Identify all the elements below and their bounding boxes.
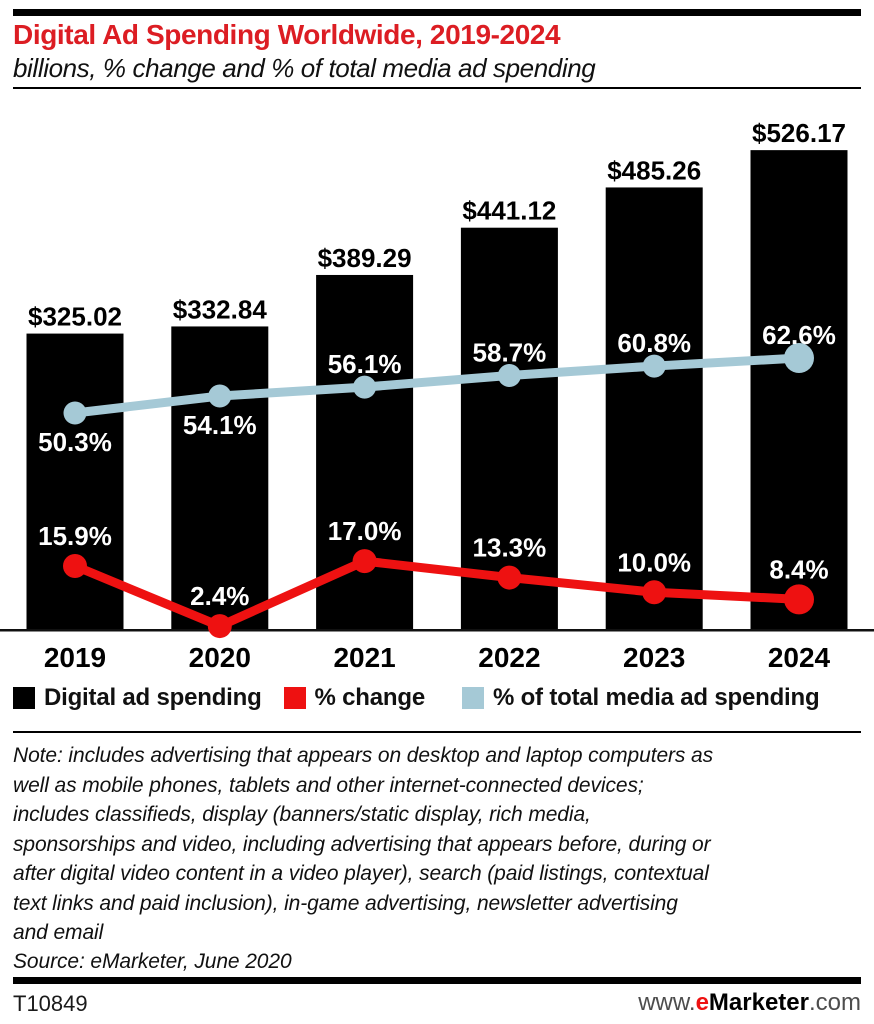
pct-change-label: 8.4% — [769, 554, 828, 584]
pct-change-point — [642, 580, 667, 605]
share-point — [497, 363, 521, 387]
x-axis — [0, 629, 874, 632]
pct-change-point — [63, 554, 87, 578]
share-point — [208, 384, 232, 408]
year-label: 2023 — [623, 642, 685, 670]
pct-change-label: 2.4% — [190, 581, 249, 611]
pct-change-label: 17.0% — [328, 516, 402, 546]
year-label: 2022 — [478, 642, 540, 670]
pct-change-label: 10.0% — [617, 547, 691, 577]
subtitle-rule — [13, 87, 861, 89]
chart-id: T10849 — [13, 991, 88, 1016]
pct-change-point — [784, 584, 814, 615]
bar-value-label: $485.26 — [607, 155, 701, 185]
pct-change-line — [70, 556, 804, 631]
site-url: www.eMarketer.com — [638, 989, 861, 1017]
share-line — [70, 353, 804, 418]
year-label: 2021 — [333, 642, 395, 670]
bar-value-label: $325.02 — [28, 302, 122, 332]
share-label: 60.8% — [617, 328, 691, 358]
legend-swatch-blue — [461, 687, 484, 709]
source-text: Source: eMarketer, June 2020 — [13, 950, 292, 973]
year-label: 2020 — [189, 642, 251, 670]
bar-value-label: $389.29 — [318, 243, 412, 273]
year-label: 2019 — [44, 642, 106, 670]
pct-change-label: 13.3% — [473, 533, 547, 563]
bar — [171, 326, 269, 630]
site-url-prefix: www. — [638, 989, 696, 1016]
legend-swatch-black — [13, 687, 35, 709]
legend-item-pct-of-total: % of total media ad spending — [461, 684, 820, 712]
pct-change-point — [207, 614, 232, 639]
share-label: 54.1% — [183, 410, 257, 440]
legend-swatch-red — [283, 687, 306, 709]
bar — [460, 227, 558, 631]
bar — [26, 333, 124, 630]
note-rule — [13, 731, 861, 733]
legend-item-pct-change: % change — [283, 684, 426, 712]
year-label: 2024 — [768, 642, 831, 670]
site-url-suffix: .com — [808, 989, 861, 1016]
note-text: Note: includes advertising that appears … — [13, 744, 714, 944]
bar-value-label: $332.84 — [173, 294, 268, 324]
share-point — [784, 343, 814, 374]
chart-title: Digital Ad Spending Worldwide, 2019-2024 — [13, 19, 561, 50]
pct-change-label: 15.9% — [38, 521, 112, 551]
bar-value-label: $441.12 — [462, 196, 556, 226]
share-label: 56.1% — [328, 349, 402, 379]
share-point — [353, 375, 377, 399]
legend-label: % change — [314, 684, 426, 711]
bottom-rule — [13, 977, 861, 984]
legend-label: Digital ad spending — [44, 684, 262, 711]
share-label: 50.3% — [38, 427, 112, 457]
site-url-brand-e: e — [695, 989, 709, 1016]
legend-item-digital-ad-spending: Digital ad spending — [13, 684, 262, 712]
bar — [750, 150, 848, 630]
share-label: 62.6% — [762, 320, 836, 350]
bar-value-label: $526.17 — [752, 118, 846, 148]
chart-subtitle: billions, % change and % of total media … — [13, 53, 596, 83]
chart-legend: Digital ad spending % change % of total … — [13, 684, 861, 712]
share-label: 58.7% — [473, 337, 547, 367]
pct-change-point — [352, 549, 377, 574]
share-point — [63, 401, 87, 425]
site-url-brand-rest: Marketer — [708, 989, 809, 1016]
bar — [605, 187, 703, 630]
chart-svg: $325.02 $332.84 $389.29 $441.12 $485.26 $526.… — [0, 118, 874, 670]
top-rule — [13, 9, 861, 16]
pct-change-point — [497, 565, 522, 590]
share-point — [642, 354, 666, 378]
legend-label: % of total media ad spending — [492, 684, 820, 711]
